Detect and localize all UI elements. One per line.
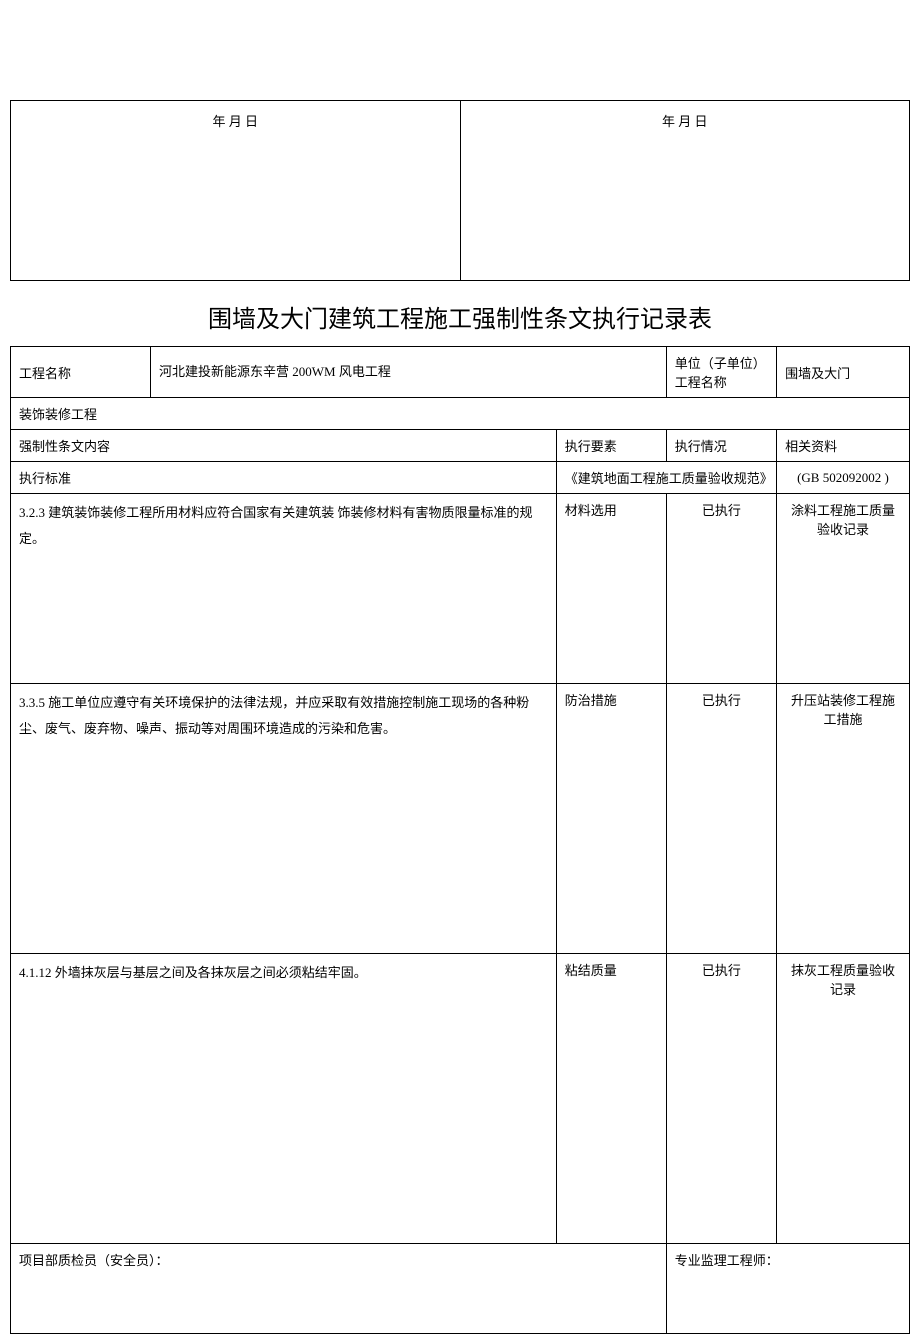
col-material-header: 相关资料 — [777, 430, 910, 462]
date-left-text: 年 月 日 — [23, 111, 448, 130]
date-right-text: 年 月 日 — [473, 111, 898, 130]
col-element-header: 执行要素 — [556, 430, 666, 462]
page-title: 围墙及大门建筑工程施工强制性条文执行记录表 — [10, 299, 910, 334]
row1-content: 3.2.3 建筑装饰装修工程所用材料应符合国家有关建筑装 饰装修材料有害物质限量… — [11, 494, 557, 684]
footer-left: 项目部质检员（安全员）： — [11, 1244, 667, 1334]
row2-content: 3.3.5 施工单位应遵守有关环境保护的法律法规，并应采取有效措施控制施工现场的… — [11, 684, 557, 954]
standard-value: 《建筑地面工程施工质量验收规范》 — [556, 462, 776, 494]
row3-element: 粘结质量 — [556, 954, 666, 1244]
row1-element: 材料选用 — [556, 494, 666, 684]
row2-status: 已执行 — [666, 684, 776, 954]
standard-label: 执行标准 — [11, 462, 557, 494]
row3-status: 已执行 — [666, 954, 776, 1244]
section-label: 装饰装修工程 — [11, 398, 910, 430]
date-cell-right: 年 月 日 — [460, 101, 910, 281]
row3-content: 4.1.12 外墙抹灰层与基层之间及各抹灰层之间必须粘结牢固。 — [11, 954, 557, 1244]
footer-right: 专业监理工程师： — [666, 1244, 909, 1334]
top-date-table: 年 月 日 年 月 日 — [10, 100, 910, 281]
col-content-header: 强制性条文内容 — [11, 430, 557, 462]
date-cell-left: 年 月 日 — [11, 101, 461, 281]
standard-code: (GB 502092002 ) — [777, 462, 910, 494]
row1-material: 涂料工程施工质量验收记录 — [777, 494, 910, 684]
unit-value: 围墙及大门 — [777, 347, 910, 398]
main-record-table: 工程名称 河北建投新能源东辛营 200WM 风电工程 单位（子单位）工程名称 围… — [10, 346, 910, 1334]
row3-material: 抹灰工程质量验收记录 — [777, 954, 910, 1244]
project-name-label: 工程名称 — [11, 347, 151, 398]
row2-material: 升压站装修工程施工措施 — [777, 684, 910, 954]
row1-status: 已执行 — [666, 494, 776, 684]
unit-label: 单位（子单位）工程名称 — [666, 347, 776, 398]
project-name-value: 河北建投新能源东辛营 200WM 风电工程 — [151, 347, 667, 398]
row2-element: 防治措施 — [556, 684, 666, 954]
col-status-header: 执行情况 — [666, 430, 776, 462]
